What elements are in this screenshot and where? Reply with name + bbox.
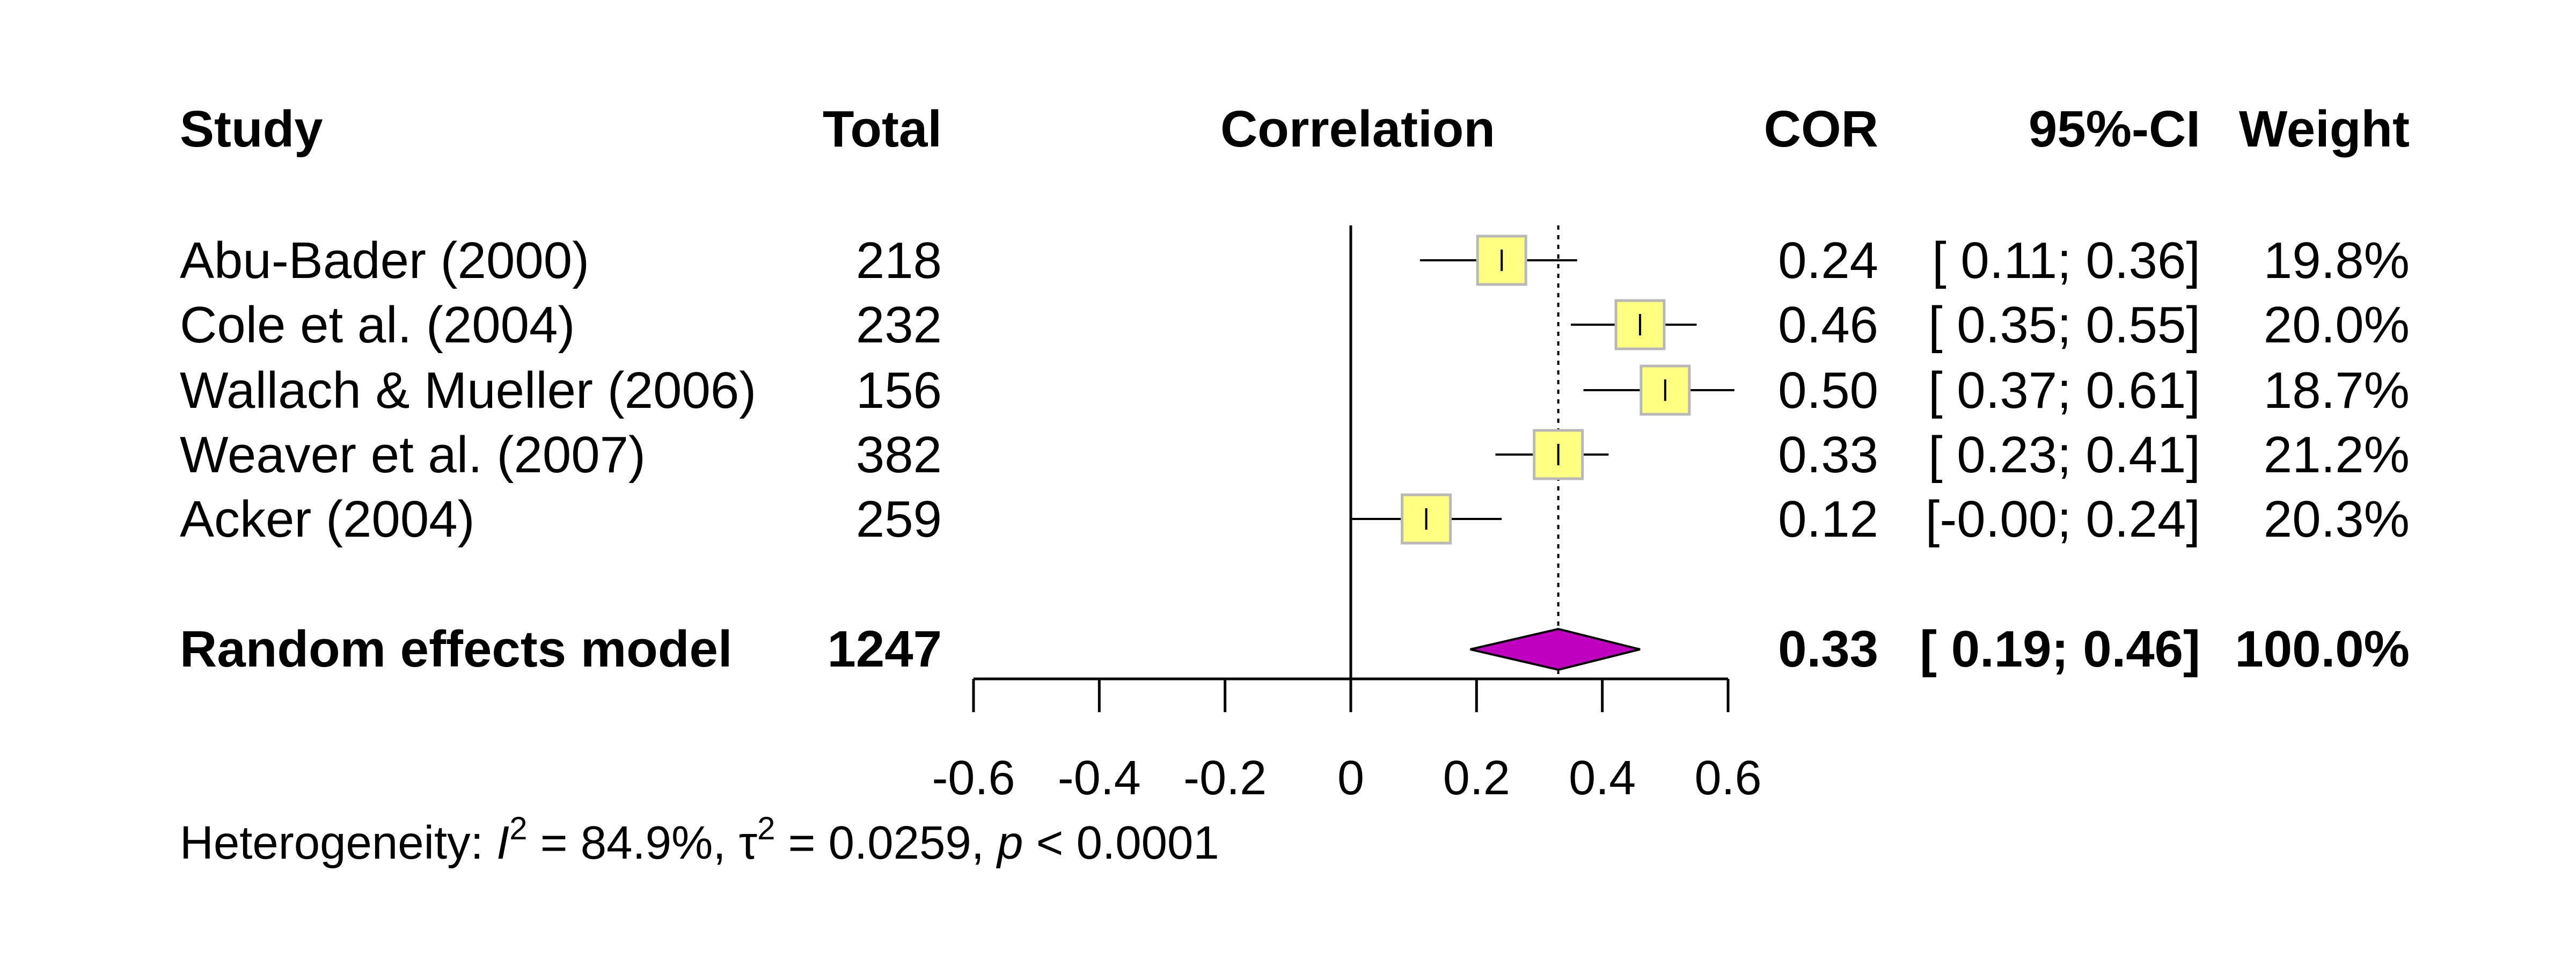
x-tick-label: 0.6 — [1694, 751, 1761, 805]
header-cor: COR — [1764, 100, 1878, 158]
study-weight: 19.8% — [2264, 232, 2410, 289]
study-cor: 0.12 — [1778, 491, 1878, 548]
header-study: Study — [180, 100, 323, 158]
study-cor: 0.24 — [1778, 232, 1878, 289]
study-weight: 18.7% — [2264, 362, 2410, 419]
study-rows: Abu-Bader (2000) 218 0.24 [ 0.11; 0.36] 19.8… — [180, 232, 2410, 548]
study-total: 218 — [856, 232, 942, 289]
study-label: Cole et al. (2004) — [180, 296, 575, 354]
x-tick-label: 0.2 — [1443, 751, 1510, 805]
study-cor: 0.46 — [1778, 296, 1878, 354]
study-cor: 0.50 — [1778, 362, 1878, 419]
x-tick-label: -0.4 — [1058, 751, 1141, 805]
pooled-ci: [ 0.19; 0.46] — [1920, 620, 2200, 678]
study-cor: 0.33 — [1778, 426, 1878, 484]
pooled-total: 1247 — [827, 620, 942, 678]
header-effect: Correlation — [1220, 100, 1495, 158]
study-total: 382 — [856, 426, 942, 484]
header-total: Total — [823, 100, 942, 158]
x-tick-label: 0 — [1337, 751, 1364, 805]
header-weight: Weight — [2239, 100, 2410, 158]
study-label: Weaver et al. (2007) — [180, 426, 646, 484]
study-total: 156 — [856, 362, 942, 419]
pooled-row: Random effects model 1247 0.33 [ 0.19; 0… — [180, 620, 2410, 678]
study-ci: [ 0.35; 0.55] — [1928, 296, 2200, 354]
pooled-diamond — [1470, 627, 1641, 671]
study-ci: [ 0.11; 0.36] — [1932, 232, 2200, 289]
study-ci: [ 0.23; 0.41] — [1928, 426, 2200, 484]
study-total: 259 — [856, 491, 942, 548]
study-weight: 20.0% — [2264, 296, 2410, 354]
pooled-cor: 0.33 — [1778, 620, 1878, 678]
study-weight: 20.3% — [2264, 491, 2410, 548]
study-ci: [ 0.37; 0.61] — [1928, 362, 2200, 419]
x-tick-label: -0.2 — [1183, 751, 1267, 805]
study-label: Abu-Bader (2000) — [180, 232, 589, 289]
x-tick-label: 0.4 — [1569, 751, 1636, 805]
study-ci: [-0.00; 0.24] — [1926, 491, 2200, 548]
heterogeneity-text: Heterogeneity: I2 = 84.9%, τ2 = 0.0259, … — [180, 810, 1219, 869]
study-label: Acker (2004) — [180, 491, 475, 548]
study-weight: 21.2% — [2264, 426, 2410, 484]
pooled-label: Random effects model — [180, 620, 733, 678]
x-axis: -0.6 -0.4 -0.2 0 0.2 0.4 0.6 — [932, 677, 1762, 805]
study-label: Wallach & Mueller (2006) — [180, 362, 756, 419]
header-ci: 95%-CI — [2029, 100, 2200, 158]
x-tick-label: -0.6 — [932, 751, 1015, 805]
study-total: 232 — [856, 296, 942, 354]
pooled-weight: 100.0% — [2235, 620, 2410, 678]
